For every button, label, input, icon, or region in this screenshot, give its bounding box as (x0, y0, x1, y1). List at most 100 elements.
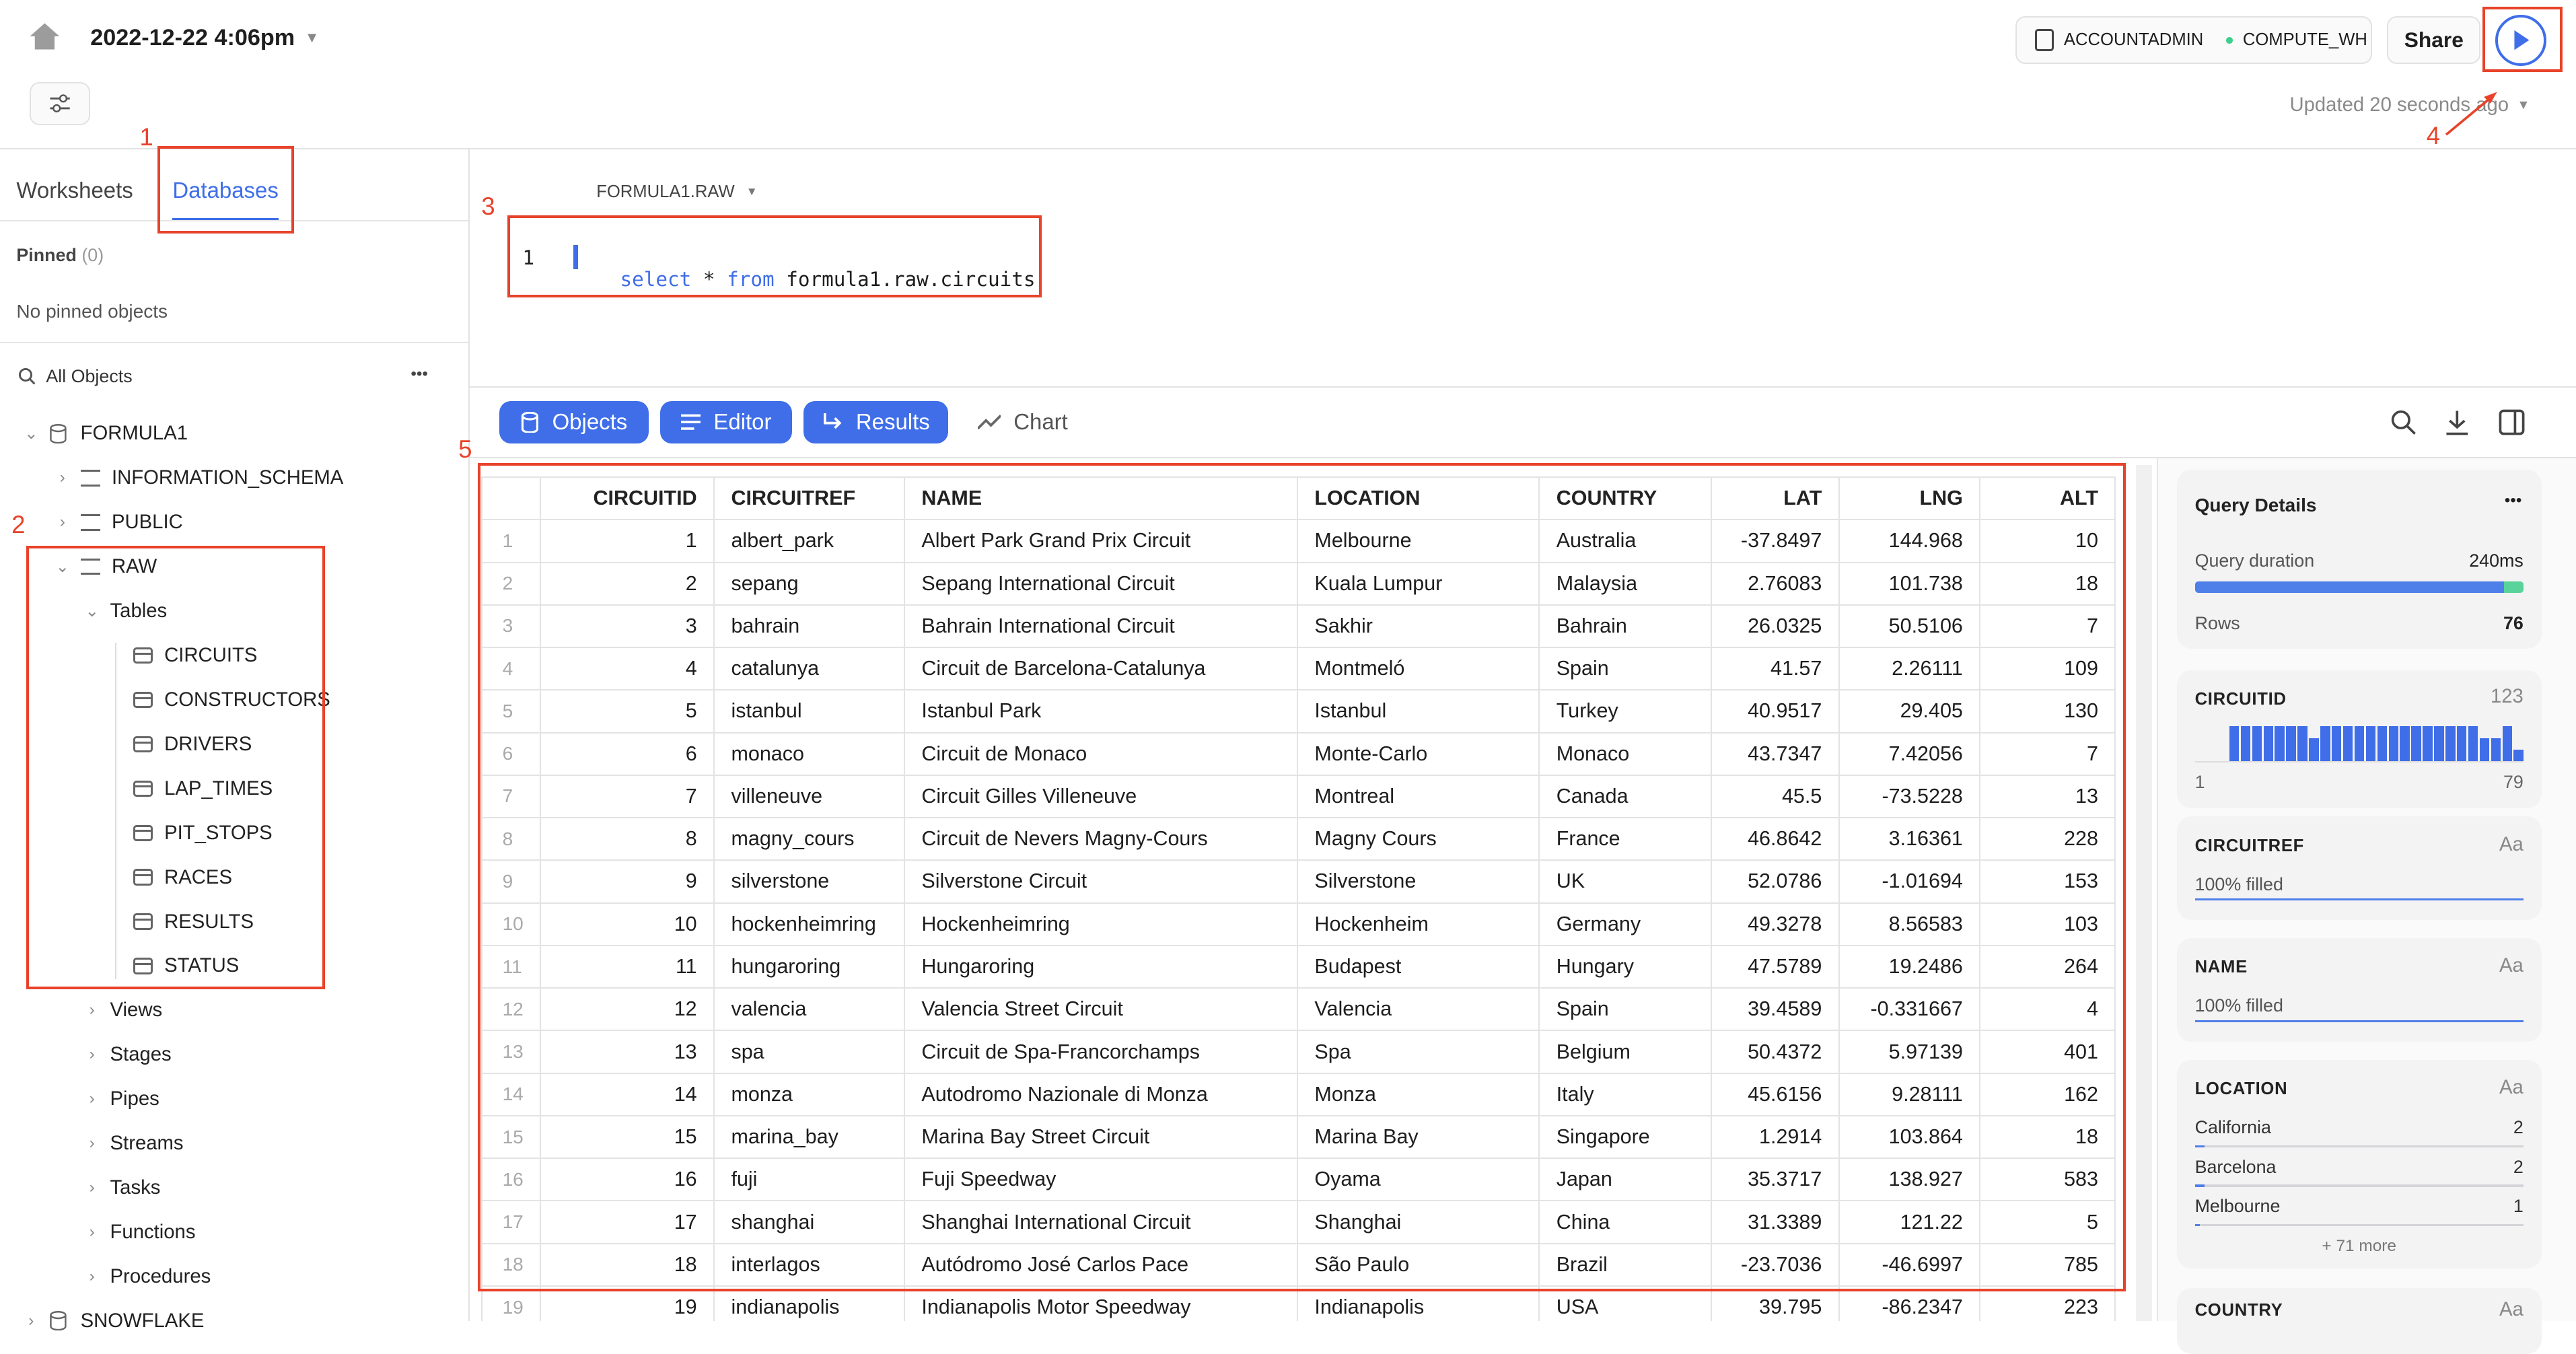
cell-alt[interactable]: 4 (1979, 987, 2116, 1032)
cell-alt[interactable]: 103 (1979, 902, 2116, 946)
tree-item-tables[interactable]: ⌄ Tables (0, 593, 468, 629)
cell-lng[interactable]: -0.331667 (1838, 987, 1981, 1032)
cell-lng[interactable]: 138.927 (1838, 1157, 1981, 1202)
cell-lat[interactable]: -23.7036 (1710, 1242, 1840, 1287)
cell-lng[interactable]: 5.97139 (1838, 1030, 1981, 1074)
cell-location[interactable]: Melbourne (1297, 519, 1540, 563)
cell-location[interactable]: Silverstone (1297, 859, 1540, 904)
cell-lat[interactable]: 46.8642 (1710, 817, 1840, 861)
tree-item-functions[interactable]: › Functions (0, 1214, 468, 1250)
cell-location[interactable]: Shanghai (1297, 1200, 1540, 1244)
tree-item-drivers[interactable]: DRIVERS (0, 726, 468, 762)
scrollbar[interactable] (2135, 464, 2153, 1321)
cell-location[interactable]: Budapest (1297, 944, 1540, 989)
column-header-lat[interactable]: LAT (1710, 476, 1840, 521)
table-row[interactable]: 16 16 fuji Fuji Speedway Oyama Japan 35.3717 13… (481, 1157, 2116, 1202)
cell-lat[interactable]: 39.4589 (1710, 987, 1840, 1032)
tree-item-snowflake[interactable]: › SNOWFLAKE (0, 1303, 468, 1339)
filter-settings-button[interactable] (29, 82, 91, 125)
home-icon[interactable] (28, 22, 61, 51)
chevron-right-icon[interactable]: › (89, 1045, 95, 1064)
cell-lng[interactable]: 8.56583 (1838, 902, 1981, 946)
cell-country[interactable]: Brazil (1538, 1242, 1712, 1287)
chevron-right-icon[interactable]: › (59, 468, 65, 487)
chevron-right-icon[interactable]: › (89, 1090, 95, 1108)
cell-country[interactable]: Malaysia (1538, 561, 1712, 606)
cell-name[interactable]: Hungaroring (903, 944, 1299, 989)
cell-location[interactable]: Spa (1297, 1030, 1540, 1074)
cell-location[interactable]: Istanbul (1297, 689, 1540, 734)
cell-name[interactable]: Sepang International Circuit (903, 561, 1299, 606)
cell-circuitref[interactable]: spa (713, 1030, 905, 1074)
cell-lat[interactable]: 50.4372 (1710, 1030, 1840, 1074)
cell-lng[interactable]: 101.738 (1838, 561, 1981, 606)
cell-circuitid[interactable]: 18 (540, 1242, 715, 1287)
cell-name[interactable]: Indianapolis Motor Speedway (903, 1285, 1299, 1321)
cell-circuitid[interactable]: 4 (540, 647, 715, 691)
cell-lat[interactable]: 45.6156 (1710, 1072, 1840, 1116)
cell-lat[interactable]: 2.76083 (1710, 561, 1840, 606)
tree-item-raw[interactable]: ⌄ RAW (0, 548, 468, 585)
cell-name[interactable]: Marina Bay Street Circuit (903, 1114, 1299, 1160)
cell-circuitref[interactable]: sepang (713, 561, 905, 606)
tree-item-formula1[interactable]: ⌄ FORMULA1 (0, 416, 468, 452)
objects-button[interactable]: Objects (499, 400, 649, 444)
tree-item-public[interactable]: › PUBLIC (0, 504, 468, 540)
tree-item-pipes[interactable]: › Pipes (0, 1081, 468, 1117)
tree-item-status[interactable]: STATUS (0, 948, 468, 985)
cell-lng[interactable]: -73.5228 (1838, 774, 1981, 819)
cell-location[interactable]: Oyama (1297, 1157, 1540, 1202)
cell-alt[interactable]: 5 (1979, 1200, 2116, 1244)
more-options-icon[interactable]: ••• (410, 364, 428, 383)
cell-alt[interactable]: 401 (1979, 1030, 2116, 1074)
tab-databases[interactable]: Databases (172, 178, 279, 221)
cell-alt[interactable]: 583 (1979, 1157, 2116, 1202)
cell-circuitref[interactable]: interlagos (713, 1242, 905, 1287)
cell-location[interactable]: Kuala Lumpur (1297, 561, 1540, 606)
cell-name[interactable]: Circuit de Barcelona-Catalunya (903, 647, 1299, 691)
cell-lat[interactable]: 45.5 (1710, 774, 1840, 819)
cell-location[interactable]: Montreal (1297, 774, 1540, 819)
cell-location[interactable]: São Paulo (1297, 1242, 1540, 1287)
table-row[interactable]: 9 9 silverstone Silverstone Circuit Silverst… (481, 859, 2116, 904)
cell-circuitid[interactable]: 2 (540, 561, 715, 606)
cell-lng[interactable]: 29.405 (1838, 689, 1981, 734)
cell-name[interactable]: Valencia Street Circuit (903, 987, 1299, 1032)
table-row[interactable]: 4 4 catalunya Circuit de Barcelona-Cataluny… (481, 647, 2116, 691)
chevron-right-icon[interactable]: › (89, 1178, 95, 1197)
cell-lng[interactable]: 19.2486 (1838, 944, 1981, 989)
cell-circuitref[interactable]: catalunya (713, 647, 905, 691)
table-row[interactable]: 3 3 bahrain Bahrain International Circuit Sa… (481, 604, 2116, 649)
cell-country[interactable]: Canada (1538, 774, 1712, 819)
chevron-down-icon[interactable]: ⌄ (85, 602, 99, 621)
table-row[interactable]: 7 7 villeneuve Circuit Gilles Villeneuve Mon… (481, 774, 2116, 819)
cell-lat[interactable]: 43.7347 (1710, 732, 1840, 776)
table-row[interactable]: 18 18 interlagos Autódromo José Carlos Pace… (481, 1242, 2116, 1287)
cell-circuitref[interactable]: albert_park (713, 519, 905, 563)
tree-item-constructors[interactable]: CONSTRUCTORS (0, 682, 468, 718)
cell-circuitid[interactable]: 9 (540, 859, 715, 904)
tree-item-stages[interactable]: › Stages (0, 1036, 468, 1073)
cell-lat[interactable]: 47.5789 (1710, 944, 1840, 989)
cell-circuitref[interactable]: valencia (713, 987, 905, 1032)
tree-item-races[interactable]: RACES (0, 859, 468, 896)
cell-alt[interactable]: 109 (1979, 647, 2116, 691)
cell-circuitref[interactable]: marina_bay (713, 1114, 905, 1160)
chevron-right-icon[interactable]: › (89, 1001, 95, 1020)
column-header-location[interactable]: LOCATION (1297, 476, 1540, 521)
cell-circuitid[interactable]: 1 (540, 519, 715, 563)
cell-circuitref[interactable]: fuji (713, 1157, 905, 1202)
cell-country[interactable]: Turkey (1538, 689, 1712, 734)
cell-country[interactable]: UK (1538, 859, 1712, 904)
more-values-link[interactable]: + 71 more (2322, 1237, 2396, 1256)
editor-button[interactable]: Editor (660, 400, 792, 444)
cell-country[interactable]: France (1538, 817, 1712, 861)
cell-circuitref[interactable]: istanbul (713, 689, 905, 734)
column-header-alt[interactable]: ALT (1979, 476, 2116, 521)
cell-name[interactable]: Silverstone Circuit (903, 859, 1299, 904)
tree-item-views[interactable]: › Views (0, 993, 468, 1029)
chevron-right-icon[interactable]: › (89, 1134, 95, 1153)
table-row[interactable]: 17 17 shanghai Shanghai International Circu… (481, 1200, 2116, 1244)
cell-name[interactable]: Bahrain International Circuit (903, 604, 1299, 649)
cell-country[interactable]: Spain (1538, 987, 1712, 1032)
